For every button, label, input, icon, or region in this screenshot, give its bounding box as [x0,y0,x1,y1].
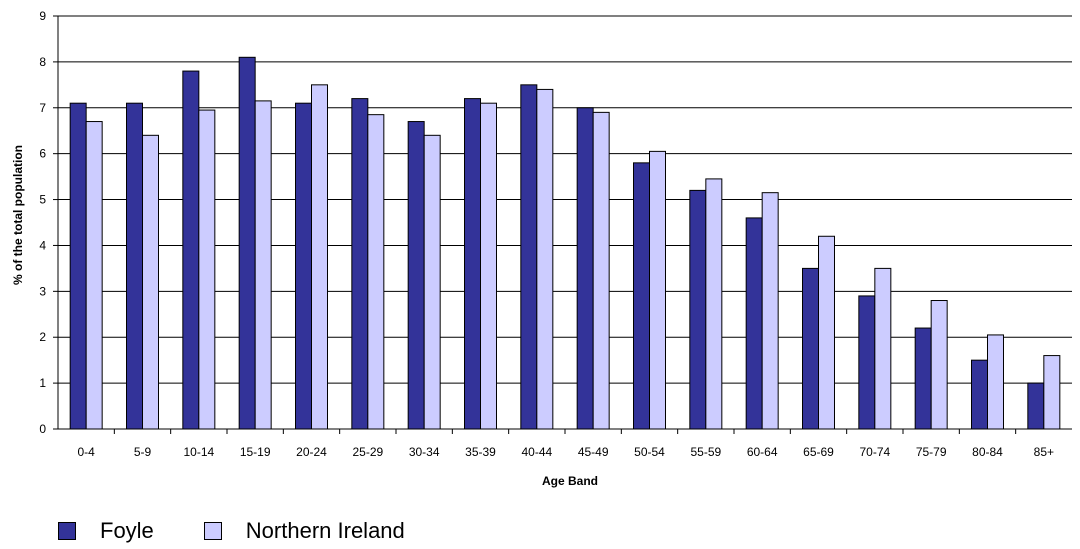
y-tick-label: 1 [39,376,46,390]
x-tick-label: 15-19 [240,445,271,459]
y-tick-label: 4 [39,238,46,252]
bar-northern-ireland [761,192,779,430]
bar-northern-ireland [423,134,441,430]
legend-item-northern-ireland: Northern Ireland [203,518,405,544]
x-tick-label: 20-24 [296,445,327,459]
x-tick-label: 0-4 [77,445,95,459]
y-tick-label: 0 [39,422,46,436]
x-tick-label: 40-44 [521,445,552,459]
x-tick-label: 65-69 [803,445,834,459]
bar-northern-ireland [85,121,103,430]
bar-northern-ireland [1043,355,1061,430]
y-tick-labels: 0 1 2 3 4 5 6 7 8 9 [39,9,46,436]
bar-foyle [971,359,988,430]
bar-foyle [1027,382,1045,430]
y-tick-label: 5 [39,193,46,207]
x-tick-label: 60-64 [747,445,778,459]
x-tick-label: 35-39 [465,445,496,459]
bar-foyle [802,267,819,430]
x-tick-label: 50-54 [634,445,665,459]
x-tick-label: 75-79 [916,445,947,459]
bar-northern-ireland [536,88,554,430]
legend-item-foyle: Foyle [58,518,154,544]
bar-foyle [295,102,312,430]
bar-northern-ireland [930,300,948,430]
bar-northern-ireland [480,102,497,430]
bar-northern-ireland [987,334,1004,430]
bar-foyle [238,56,256,430]
bar-northern-ireland [818,235,835,430]
y-tick-label: 6 [39,147,46,161]
bar-northern-ireland [198,109,216,430]
x-tick-label: 45-49 [578,445,609,459]
gridlines [58,15,1072,384]
bar-foyle [520,84,538,430]
bar-foyle [464,98,481,430]
bar-foyle [689,189,707,430]
bar-northern-ireland [592,111,610,430]
bar-northern-ireland [254,100,272,430]
x-tick-label: 55-59 [690,445,721,459]
legend: Foyle Northern Ireland [58,516,455,546]
bar-northern-ireland [874,267,892,430]
bar-northern-ireland [142,134,159,430]
bar-foyle [407,121,425,430]
bar-foyle [633,162,650,430]
legend-swatch-foyle [58,522,76,540]
legend-swatch-northern-ireland [203,522,222,540]
bar-foyle [182,70,200,430]
x-tick-labels: 0-4 5-9 10-14 15-19 20-24 25-29 30-34 35-39 40-4… [77,445,1054,459]
y-tick-label: 3 [39,284,46,298]
bar-foyle [745,217,763,430]
legend-label-foyle: Foyle [100,518,154,543]
y-tick-label: 9 [39,9,46,23]
bar-foyle [576,107,594,430]
bar-foyle [126,102,143,430]
legend-label-northern-ireland: Northern Ireland [245,518,405,543]
y-tick-label: 2 [39,330,46,344]
x-axis-title: Age Band [542,474,598,488]
bar-northern-ireland [649,150,666,430]
x-tick-label: 10-14 [183,445,214,459]
bar-northern-ireland [367,114,385,430]
x-tick-label: 70-74 [859,445,890,459]
axes [53,15,1072,434]
y-tick-label: 7 [39,101,46,115]
x-tick-label: 80-84 [972,445,1003,459]
bar-foyle [351,98,369,430]
x-tick-label: 85+ [1034,445,1054,459]
bar-northern-ireland [705,178,723,430]
y-axis-title: % of the total population [11,145,25,285]
x-tick-label: 5-9 [134,445,152,459]
y-tick-label: 8 [39,55,46,69]
bar-northern-ireland [311,84,328,430]
x-tick-label: 30-34 [409,445,440,459]
bar-foyle [858,295,876,430]
bar-foyle [914,327,932,430]
bar-chart: 0 1 2 3 4 5 6 7 8 9 0-4 5-9 10-14 15-19 20-24 25-29 30-… [11,9,1072,488]
x-tick-label: 25-29 [352,445,383,459]
bar-foyle [69,102,87,430]
bars [69,56,1061,430]
